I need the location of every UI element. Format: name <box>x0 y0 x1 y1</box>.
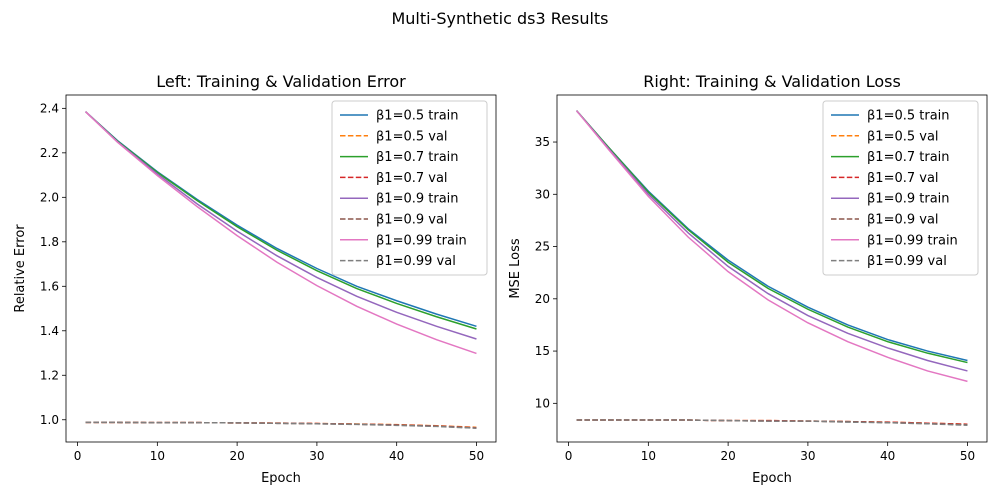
chart-1-series-line-4 <box>575 110 968 372</box>
chart-1-xtick-label: 20 <box>720 449 735 463</box>
chart-1-ytick-label: 35 <box>535 135 550 149</box>
chart-0-xtick-label: 0 <box>74 449 82 463</box>
chart-1-legend-label-6: β1=0.99 train <box>867 233 958 248</box>
chart-0-title: Left: Training & Validation Error <box>156 72 406 91</box>
chart-1-series-line-6 <box>575 110 968 383</box>
chart-1-xtick-label: 30 <box>800 449 815 463</box>
chart-1-legend: β1=0.5 train β1=0.5 val β1=0.7 train β1=0.7… <box>822 100 979 276</box>
chart-0-xtick-label: 20 <box>229 449 244 463</box>
chart-1-xtick-label: 0 <box>565 449 573 463</box>
chart-0-xtick-label: 40 <box>389 449 404 463</box>
chart-1-ytick-label: 10 <box>535 396 550 410</box>
chart-0-ytick-label: 2.0 <box>40 190 59 204</box>
chart-0-series-line-7 <box>85 421 477 429</box>
chart-1-xlabel: Epoch <box>752 471 792 486</box>
chart-0-xlabel: Epoch <box>261 471 301 486</box>
chart-0-legend-label-3: β1=0.7 val <box>376 171 448 186</box>
chart-1-ylabel: MSE Loss <box>508 238 523 299</box>
chart-0-ytick-label: 1.8 <box>40 235 59 249</box>
chart-0-ytick-label: 1.2 <box>40 368 59 382</box>
chart-0-ytick-label: 1.0 <box>40 413 59 427</box>
chart-0-series-line-2 <box>85 111 477 330</box>
chart-0-legend-label-2: β1=0.7 train <box>376 150 459 165</box>
chart-1-xtick-label: 10 <box>641 449 656 463</box>
chart-1-legend-label-0: β1=0.5 train <box>867 109 950 124</box>
chart-0-legend-label-1: β1=0.5 val <box>376 129 448 144</box>
chart-1-legend-label-5: β1=0.9 val <box>867 213 939 228</box>
chart-left: Left: Training & Validation Error 0 10 20 30… <box>13 72 497 486</box>
chart-1-legend-label-7: β1=0.99 val <box>867 254 947 269</box>
chart-1-legend-label-3: β1=0.7 val <box>867 171 939 186</box>
chart-0-legend-label-7: β1=0.99 val <box>376 254 456 269</box>
chart-1-xtick-label: 40 <box>880 449 895 463</box>
chart-1-legend-label-4: β1=0.9 train <box>867 192 950 207</box>
chart-1-ytick-label: 25 <box>535 240 550 254</box>
chart-1-legend-box <box>822 100 979 276</box>
chart-1-series-line-2 <box>575 110 968 364</box>
chart-1-xtick-label: 50 <box>960 449 975 463</box>
chart-0-legend-label-0: β1=0.5 train <box>376 109 459 124</box>
chart-1-ytick-label: 30 <box>535 187 550 201</box>
chart-0-ylabel: Relative Error <box>13 224 28 313</box>
chart-0-axes-frame <box>65 94 497 443</box>
chart-1-legend-label-2: β1=0.7 train <box>867 150 950 165</box>
chart-1-ytick-label: 15 <box>535 344 550 358</box>
chart-0-legend-box <box>331 100 488 276</box>
chart-1-series-line-7 <box>576 419 968 427</box>
chart-0-legend-label-4: β1=0.9 train <box>376 192 459 207</box>
chart-0-ytick-label: 1.4 <box>40 324 59 338</box>
chart-0-xtick-label: 10 <box>150 449 165 463</box>
chart-0-ytick-label: 1.6 <box>40 279 59 293</box>
chart-0-xtick-label: 30 <box>309 449 324 463</box>
chart-0-series-line-4 <box>85 111 477 340</box>
chart-0-series-line-6 <box>85 111 477 355</box>
chart-0-legend-label-6: β1=0.99 train <box>376 233 467 248</box>
chart-0-ytick-label: 2.4 <box>40 101 59 115</box>
chart-0-xtick-label: 50 <box>469 449 484 463</box>
chart-right: Right: Training & Validation Loss 0 10 20 30… <box>508 72 988 486</box>
chart-0-legend-label-5: β1=0.9 val <box>376 213 448 228</box>
chart-1-legend-label-1: β1=0.5 val <box>867 129 939 144</box>
chart-0-legend: β1=0.5 train β1=0.5 val β1=0.7 train β1=0.7… <box>331 100 488 276</box>
chart-1-axes-frame <box>556 94 988 443</box>
chart-1-ytick-label: 20 <box>535 292 550 306</box>
figure-title: Multi-Synthetic ds3 Results <box>391 9 608 28</box>
chart-0-ytick-label: 2.2 <box>40 146 59 160</box>
chart-1-title: Right: Training & Validation Loss <box>643 72 901 91</box>
